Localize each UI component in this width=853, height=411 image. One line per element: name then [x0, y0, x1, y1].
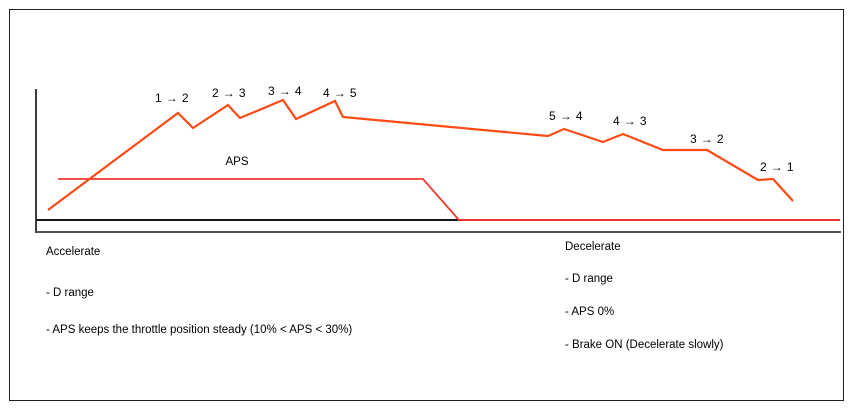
gear-shift-label: 2 → 1 — [759, 160, 795, 174]
accelerate-note-aps-steady: - APS keeps the throttle position steady… — [46, 324, 353, 336]
gear-shift-label: 4 → 3 — [612, 114, 648, 128]
vehicle-speed-curve — [47, 98, 794, 211]
figure-border — [9, 9, 844, 401]
accelerate-section-title: Accelerate — [46, 246, 101, 258]
gear-shift-label: 3 → 4 — [267, 84, 303, 98]
gear-shift-label: 5 → 4 — [548, 109, 584, 123]
gear-shift-label: 1 → 2 — [154, 91, 190, 105]
aps-curve — [58, 178, 460, 221]
decelerate-note-d-range: - D range — [565, 273, 613, 285]
gear-shift-label: 3 → 2 — [689, 132, 725, 146]
decelerate-note-brake-on: - Brake ON (Decelerate slowly) — [565, 339, 724, 351]
decelerate-note-aps-0: - APS 0% — [565, 306, 615, 318]
gear-shift-label: 2 → 3 — [211, 86, 247, 100]
gear-shift-label: 4 → 5 — [322, 86, 358, 100]
aps-line-label: APS — [225, 156, 249, 168]
decelerate-section-title: Decelerate — [565, 241, 621, 253]
accelerate-note-d-range: - D range — [46, 287, 94, 299]
